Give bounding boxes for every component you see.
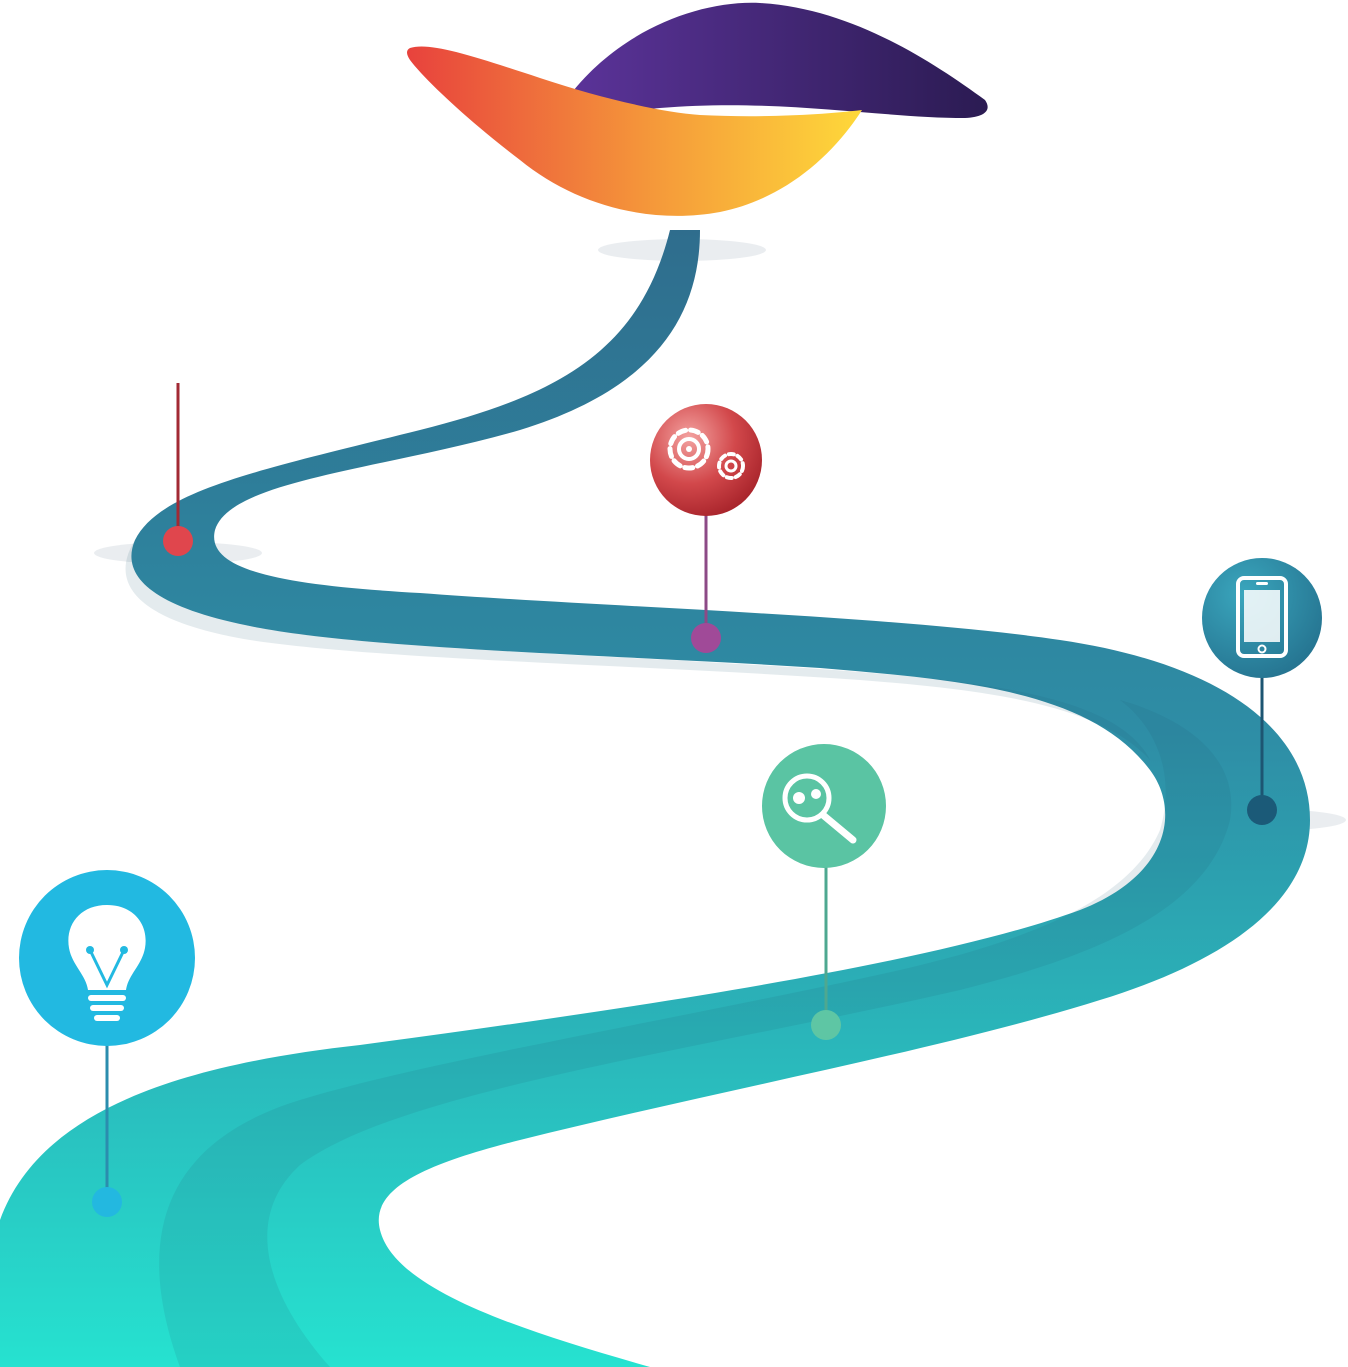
- brand-logo: [407, 2, 988, 216]
- milestone-launch[interactable]: [163, 383, 193, 556]
- logo-bottom-wing: [407, 46, 862, 216]
- milestone-build[interactable]: [650, 404, 762, 653]
- smartphone-icon: [1236, 576, 1288, 658]
- magnifier-icon: [782, 773, 857, 844]
- milestone-mobile[interactable]: [1202, 558, 1322, 825]
- build-pin-head: [650, 404, 762, 516]
- lightbulb-icon: [68, 905, 146, 1021]
- mobile-pin-dot: [1247, 795, 1277, 825]
- logo-top-wing: [570, 2, 988, 118]
- milestone-research[interactable]: [762, 744, 886, 1040]
- research-pin-dot: [811, 1010, 841, 1040]
- road-inner-shade: [159, 700, 1232, 1367]
- winding-road: [0, 230, 1310, 1367]
- launch-pin-dot: [163, 526, 193, 556]
- start-pin-dot: [92, 1187, 122, 1217]
- road-body: [0, 230, 1310, 1367]
- milestone-start[interactable]: [19, 870, 195, 1217]
- build-pin-dot: [691, 623, 721, 653]
- research-pin-head: [762, 744, 886, 868]
- gears-icon: [667, 427, 745, 480]
